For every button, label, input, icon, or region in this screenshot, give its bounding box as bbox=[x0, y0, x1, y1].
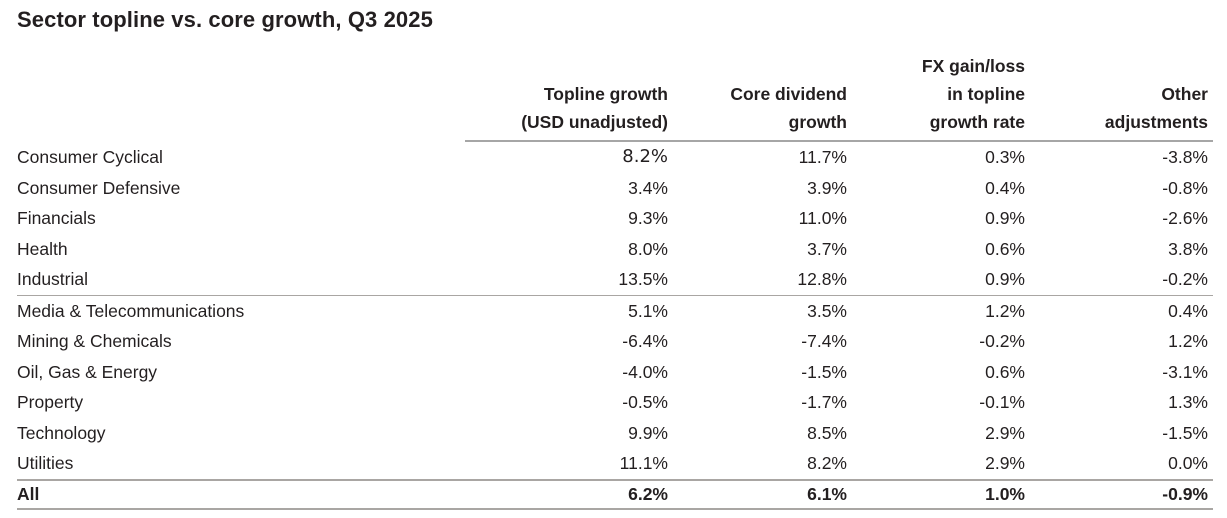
cell-fx: 0.3% bbox=[985, 147, 1025, 167]
cell-topline: 8.0% bbox=[628, 238, 668, 259]
cell-core: 3.7% bbox=[807, 238, 847, 259]
table-row: Property -0.5% -1.7% -0.1% 1.3% bbox=[17, 387, 1213, 418]
table-row: Health 8.0% 3.7% 0.6% 3.8% bbox=[17, 234, 1213, 265]
cell-other: -0.2% bbox=[1025, 264, 1213, 296]
cell-core: 3.9% bbox=[807, 177, 847, 198]
cell-core-total: 6.1% bbox=[668, 478, 847, 510]
cell-fx: 0.9% bbox=[847, 264, 1025, 296]
cell-other: 3.8% bbox=[1168, 238, 1208, 259]
cell-core: 8.5% bbox=[807, 422, 847, 443]
cell-topline-total: 6.2% bbox=[465, 478, 668, 510]
header-line: Core dividend bbox=[730, 84, 847, 104]
row-label: Industrial bbox=[17, 264, 465, 296]
row-label: Media & Telecommunications bbox=[17, 300, 245, 321]
table-row: Mining & Chemicals -6.4% -7.4% -0.2% 1.2… bbox=[17, 326, 1213, 357]
table-header: Topline growth (USD unadjusted) Core div… bbox=[17, 52, 1213, 142]
row-label: Property bbox=[17, 392, 84, 412]
table-row: Consumer Cyclical 8.2% 11.7% 0.3% -3.8% bbox=[17, 141, 1213, 173]
cell-topline: 9.9% bbox=[628, 422, 668, 443]
cell-fx-total: 1.0% bbox=[847, 478, 1025, 510]
cell-other: -3.1% bbox=[1162, 361, 1208, 382]
row-label: Financials bbox=[17, 208, 96, 228]
cell-fx: -0.2% bbox=[979, 331, 1025, 351]
cell-other: 0.4% bbox=[1168, 300, 1208, 321]
cell-fx: 2.9% bbox=[985, 453, 1025, 473]
cell-topline: 9.3% bbox=[628, 208, 668, 228]
cell-core: 3.5% bbox=[807, 300, 847, 321]
sector-growth-table: Topline growth (USD unadjusted) Core div… bbox=[17, 52, 1213, 510]
column-header-other-adjustments: Other adjustments bbox=[1025, 52, 1213, 142]
cell-other: 1.3% bbox=[1168, 392, 1208, 412]
column-header-core-dividend-growth: Core dividend growth bbox=[668, 52, 847, 142]
header-line: growth bbox=[788, 112, 847, 132]
table-total-row: All 6.2% 6.1% 1.0% -0.9% bbox=[17, 478, 1213, 510]
row-label: Utilities bbox=[17, 453, 74, 473]
cell-fx: 0.4% bbox=[985, 177, 1025, 198]
table-row: Financials 9.3% 11.0% 0.9% -2.6% bbox=[17, 203, 1213, 234]
row-label: Oil, Gas & Energy bbox=[17, 361, 158, 382]
header-line: Topline growth bbox=[543, 84, 668, 104]
row-label: Health bbox=[17, 238, 68, 259]
cell-topline: -0.5% bbox=[622, 392, 668, 412]
cell-core: -7.4% bbox=[801, 331, 847, 351]
cell-fx: 0.6% bbox=[985, 361, 1025, 382]
table-row: Oil, Gas & Energy -4.0% -1.5% 0.6% -3.1% bbox=[17, 357, 1213, 388]
cell-other: -3.8% bbox=[1162, 147, 1208, 167]
table-row: Industrial 13.5% 12.8% 0.9% -0.2% bbox=[17, 264, 1213, 296]
header-line: growth rate bbox=[929, 112, 1025, 132]
cell-other: -1.5% bbox=[1162, 422, 1208, 443]
cell-other: -2.6% bbox=[1162, 208, 1208, 228]
cell-core: -1.5% bbox=[801, 361, 847, 382]
cell-topline: 3.4% bbox=[628, 177, 668, 198]
cell-other-total: -0.9% bbox=[1025, 478, 1213, 510]
page-title: Sector topline vs. core growth, Q3 2025 bbox=[17, 7, 433, 32]
cell-topline: 8.2% bbox=[622, 146, 668, 167]
column-header-fx-gain-loss: FX gain/loss in topline growth rate bbox=[847, 52, 1025, 142]
table-row: Utilities 11.1% 8.2% 2.9% 0.0% bbox=[17, 448, 1213, 480]
cell-topline: -4.0% bbox=[622, 361, 668, 382]
cell-other: -0.8% bbox=[1162, 177, 1208, 198]
cell-core: 11.7% bbox=[798, 147, 847, 167]
header-line: in topline bbox=[947, 84, 1025, 104]
table-row: Media & Telecommunications 5.1% 3.5% 1.2… bbox=[17, 295, 1213, 326]
cell-fx: -0.1% bbox=[979, 392, 1025, 412]
row-label: Consumer Defensive bbox=[17, 177, 181, 198]
cell-topline: -6.4% bbox=[622, 331, 668, 351]
table-row: Consumer Defensive 3.4% 3.9% 0.4% -0.8% bbox=[17, 173, 1213, 204]
cell-other: 1.2% bbox=[1168, 331, 1208, 351]
row-label: Technology bbox=[17, 422, 106, 443]
cell-topline: 11.1% bbox=[619, 453, 668, 473]
cell-topline: 5.1% bbox=[628, 300, 668, 321]
column-header-topline-growth: Topline growth (USD unadjusted) bbox=[465, 52, 668, 142]
cell-fx: 0.6% bbox=[985, 238, 1025, 259]
column-header-blank bbox=[17, 52, 465, 141]
table-body: Consumer Cyclical 8.2% 11.7% 0.3% -3.8% … bbox=[17, 141, 1213, 510]
header-line: (USD unadjusted) bbox=[521, 112, 668, 132]
row-label: Consumer Cyclical bbox=[17, 146, 163, 167]
cell-fx: 1.2% bbox=[985, 300, 1025, 321]
cell-core: 8.2% bbox=[807, 453, 847, 473]
total-row-label: All bbox=[17, 478, 465, 510]
table-row: Technology 9.9% 8.5% 2.9% -1.5% bbox=[17, 418, 1213, 449]
cell-other: 0.0% bbox=[1168, 453, 1208, 473]
cell-fx: 0.9% bbox=[985, 208, 1025, 228]
row-label: Mining & Chemicals bbox=[17, 331, 172, 351]
cell-core: 11.0% bbox=[798, 208, 847, 228]
cell-core: 12.8% bbox=[668, 264, 847, 296]
header-line: FX gain/loss bbox=[921, 56, 1025, 76]
cell-fx: 2.9% bbox=[985, 422, 1025, 443]
header-line: Other bbox=[1161, 84, 1208, 104]
header-line: adjustments bbox=[1104, 112, 1208, 132]
cell-topline: 13.5% bbox=[465, 264, 668, 296]
cell-core: -1.7% bbox=[801, 392, 847, 412]
